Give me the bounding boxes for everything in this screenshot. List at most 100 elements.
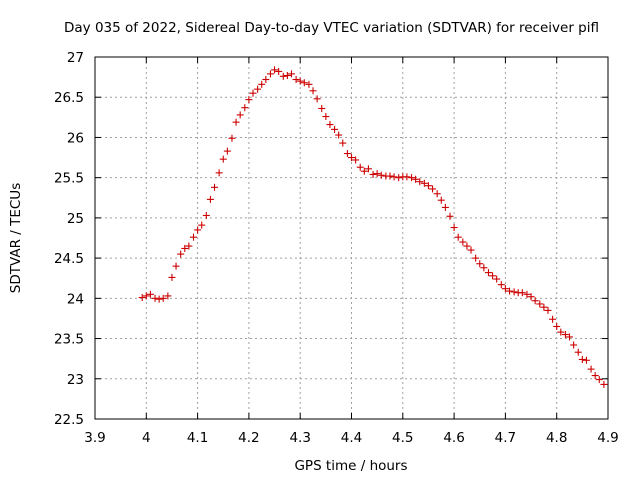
x-tick-label: 3.9 xyxy=(84,430,105,446)
data-point xyxy=(527,293,535,301)
data-point xyxy=(322,113,330,121)
data-point xyxy=(395,174,403,182)
data-point xyxy=(416,178,424,186)
x-axis-label: GPS time / hours xyxy=(294,458,407,474)
y-tick-labels: 22.5 23 23.5 24 24.5 25 25.5 26 26.5 27 xyxy=(54,50,84,428)
data-point xyxy=(194,226,202,234)
data-point xyxy=(185,242,193,250)
y-tick-label: 25.5 xyxy=(54,171,84,187)
data-point xyxy=(561,331,569,339)
data-point xyxy=(331,125,339,133)
data-point xyxy=(266,70,274,78)
x-tick-label: 4.6 xyxy=(443,430,464,446)
y-tick-label: 26.5 xyxy=(54,90,84,106)
data-point xyxy=(258,80,266,88)
y-axis-label: SDTVAR / TECUs xyxy=(8,183,24,293)
data-point xyxy=(497,281,505,289)
data-point xyxy=(189,233,197,241)
data-point xyxy=(313,95,321,103)
y-tick-label: 25 xyxy=(67,211,84,227)
y-tick-label: 26 xyxy=(67,130,84,146)
data-point xyxy=(296,77,304,85)
x-tick-label: 4.4 xyxy=(341,430,362,446)
data-point xyxy=(172,262,180,270)
data-point xyxy=(348,154,355,162)
data-point xyxy=(146,290,154,298)
data-point xyxy=(211,183,219,191)
data-point xyxy=(151,294,159,302)
data-point xyxy=(279,72,287,80)
data-point xyxy=(553,322,561,330)
y-tick-label: 22.5 xyxy=(54,412,84,428)
data-point xyxy=(309,87,317,95)
x-tick-label: 4.5 xyxy=(392,430,413,446)
data-point xyxy=(582,356,590,364)
data-point xyxy=(142,292,150,300)
data-point xyxy=(262,76,270,84)
y-tick-label: 23.5 xyxy=(54,332,84,348)
data-point xyxy=(271,66,279,74)
data-point xyxy=(356,163,364,171)
x-tick-label: 4.9 xyxy=(597,430,618,446)
data-point xyxy=(364,165,372,173)
data-point xyxy=(181,244,189,252)
data-point xyxy=(352,156,360,164)
y-tick-label: 23 xyxy=(67,372,84,388)
data-point xyxy=(557,328,565,336)
data-point xyxy=(318,104,326,112)
data-point xyxy=(441,203,449,211)
grid-lines xyxy=(95,57,608,419)
data-point xyxy=(570,341,578,349)
data-point xyxy=(510,288,518,296)
data-point xyxy=(236,111,244,119)
data-point xyxy=(446,212,454,220)
data-point xyxy=(386,172,394,180)
data-point xyxy=(138,294,146,302)
data-point xyxy=(292,76,300,84)
data-point xyxy=(300,79,308,87)
data-point xyxy=(206,195,214,203)
data-point xyxy=(591,372,599,380)
data-point xyxy=(578,355,586,363)
data-point xyxy=(232,118,240,126)
data-point xyxy=(373,170,381,178)
x-tick-label: 4 xyxy=(142,430,151,446)
data-point xyxy=(489,272,497,280)
data-point xyxy=(595,376,603,384)
data-point xyxy=(241,104,249,112)
data-point xyxy=(454,233,462,241)
x-tick-label: 4.7 xyxy=(495,430,516,446)
data-point xyxy=(228,134,236,142)
data-point xyxy=(518,289,526,297)
data-point xyxy=(155,295,163,303)
x-tick-labels: 3.9 4 4.1 4.2 4.3 4.4 4.5 4.6 4.7 4.8 4.9 xyxy=(84,430,618,446)
y-tick-label: 24 xyxy=(67,291,84,307)
data-point xyxy=(463,242,471,250)
data-point xyxy=(164,292,172,300)
data-point xyxy=(420,179,428,187)
data-point xyxy=(283,72,291,80)
data-point xyxy=(437,196,445,204)
axis-ticks xyxy=(94,56,609,420)
data-point xyxy=(433,190,441,198)
data-point xyxy=(506,287,514,295)
data-point xyxy=(223,147,231,155)
data-point xyxy=(424,182,432,190)
data-point xyxy=(343,150,351,158)
data-point xyxy=(339,139,347,147)
data-point xyxy=(159,294,167,302)
y-tick-label: 24.5 xyxy=(54,251,84,267)
x-tick-label: 4.3 xyxy=(289,430,310,446)
data-point xyxy=(544,306,552,314)
data-point xyxy=(459,238,467,246)
data-point xyxy=(501,285,509,293)
data-point xyxy=(168,273,176,281)
data-point xyxy=(476,260,484,268)
data-point xyxy=(198,221,206,229)
data-point xyxy=(326,121,334,129)
data-point xyxy=(202,211,210,219)
data-point xyxy=(412,175,420,183)
data-point xyxy=(523,290,531,298)
data-point xyxy=(245,96,253,104)
